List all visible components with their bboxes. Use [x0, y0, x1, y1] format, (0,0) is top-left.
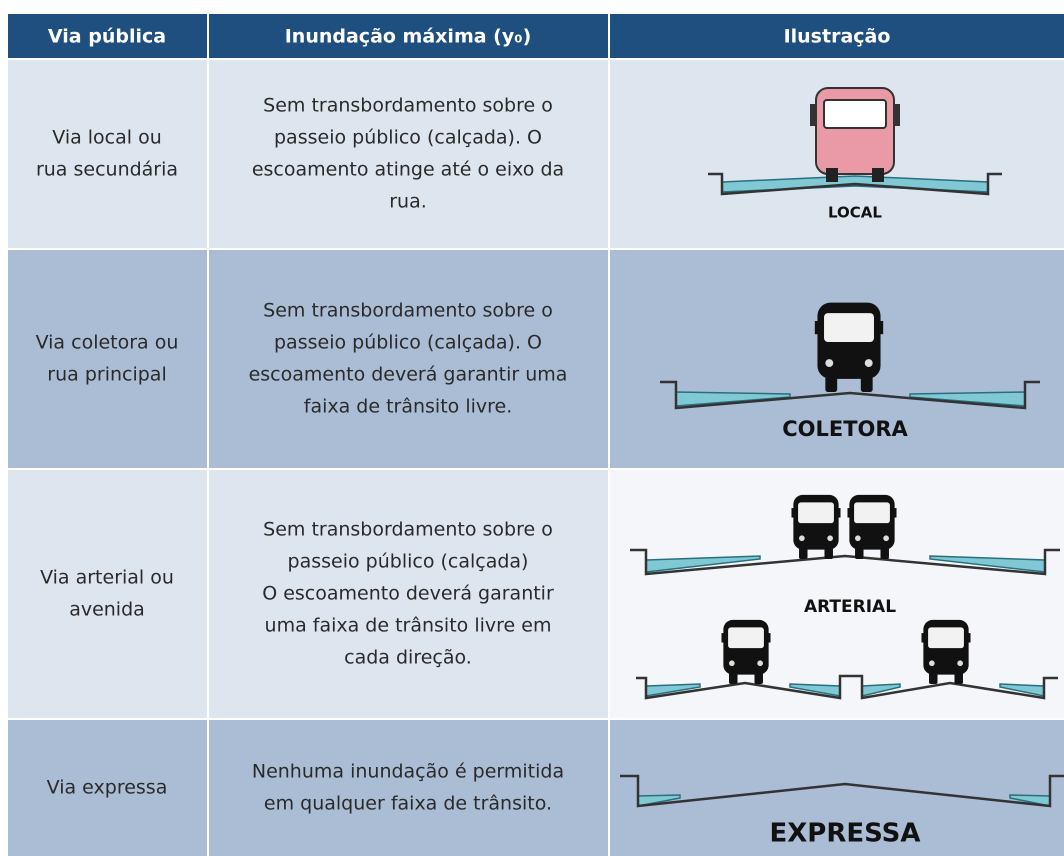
row [8, 60, 1064, 248]
inundacao-text: rua. [389, 191, 427, 213]
illustration-expressa [620, 774, 1064, 808]
cell [8, 250, 207, 468]
illustration-label: ARTERIAL [804, 597, 896, 617]
illustration-coletora [660, 302, 1040, 410]
cell [209, 60, 608, 248]
cell [209, 250, 608, 468]
inundacao-text: Sem transbordamento sobre o [263, 300, 553, 322]
cell [8, 60, 207, 248]
inundacao-text: cada direção. [344, 647, 472, 669]
inundacao-text: faixa de trânsito livre. [304, 396, 513, 418]
cell [8, 470, 207, 718]
illustration-label: COLETORA [782, 417, 908, 441]
row [8, 470, 1064, 718]
inundacao-text: O escoamento deverá garantir [262, 583, 554, 605]
header-label: Ilustração [784, 26, 891, 48]
inundacao-text: uma faixa de trânsito livre em [265, 615, 552, 637]
via-text: Via coletora ou [36, 332, 179, 354]
cell [209, 720, 608, 856]
via-text: rua principal [47, 364, 166, 386]
illustration-label: EXPRESSA [769, 819, 920, 849]
header-cell [8, 14, 207, 58]
header-cell [610, 14, 1064, 58]
via-text: avenida [69, 599, 145, 621]
inundacao-text: escoamento deverá garantir uma [249, 364, 568, 386]
header-label: Inundação máxima (y₀) [285, 26, 532, 48]
illustration-local [708, 87, 1002, 196]
illustration-label: LOCAL [828, 204, 882, 222]
via-text: Via expressa [47, 777, 168, 799]
via-text: Via arterial ou [40, 567, 174, 589]
header-label: Via pública [48, 26, 166, 48]
inundacao-text: Sem transbordamento sobre o [263, 95, 553, 117]
inundacao-text: passeio público (calçada) [288, 551, 529, 573]
row [8, 250, 1064, 468]
inundacao-text: escoamento atinge até o eixo da [252, 159, 564, 181]
cell [209, 470, 608, 718]
row [8, 720, 1064, 856]
inundacao-text: Nenhuma inundação é permitida [252, 761, 564, 783]
illustration-arterial [630, 494, 1060, 700]
via-text: rua secundária [36, 159, 178, 181]
via-text: Via local ou [52, 127, 162, 149]
inundacao-text: passeio público (calçada). O [274, 332, 542, 354]
inundacao-text: passeio público (calçada). O [274, 127, 542, 149]
inundacao-text: Sem transbordamento sobre o [263, 519, 553, 541]
cell [610, 720, 1064, 856]
header-cell [209, 14, 608, 58]
cell [8, 720, 207, 856]
inundacao-text: em qualquer faixa de trânsito. [264, 793, 552, 815]
